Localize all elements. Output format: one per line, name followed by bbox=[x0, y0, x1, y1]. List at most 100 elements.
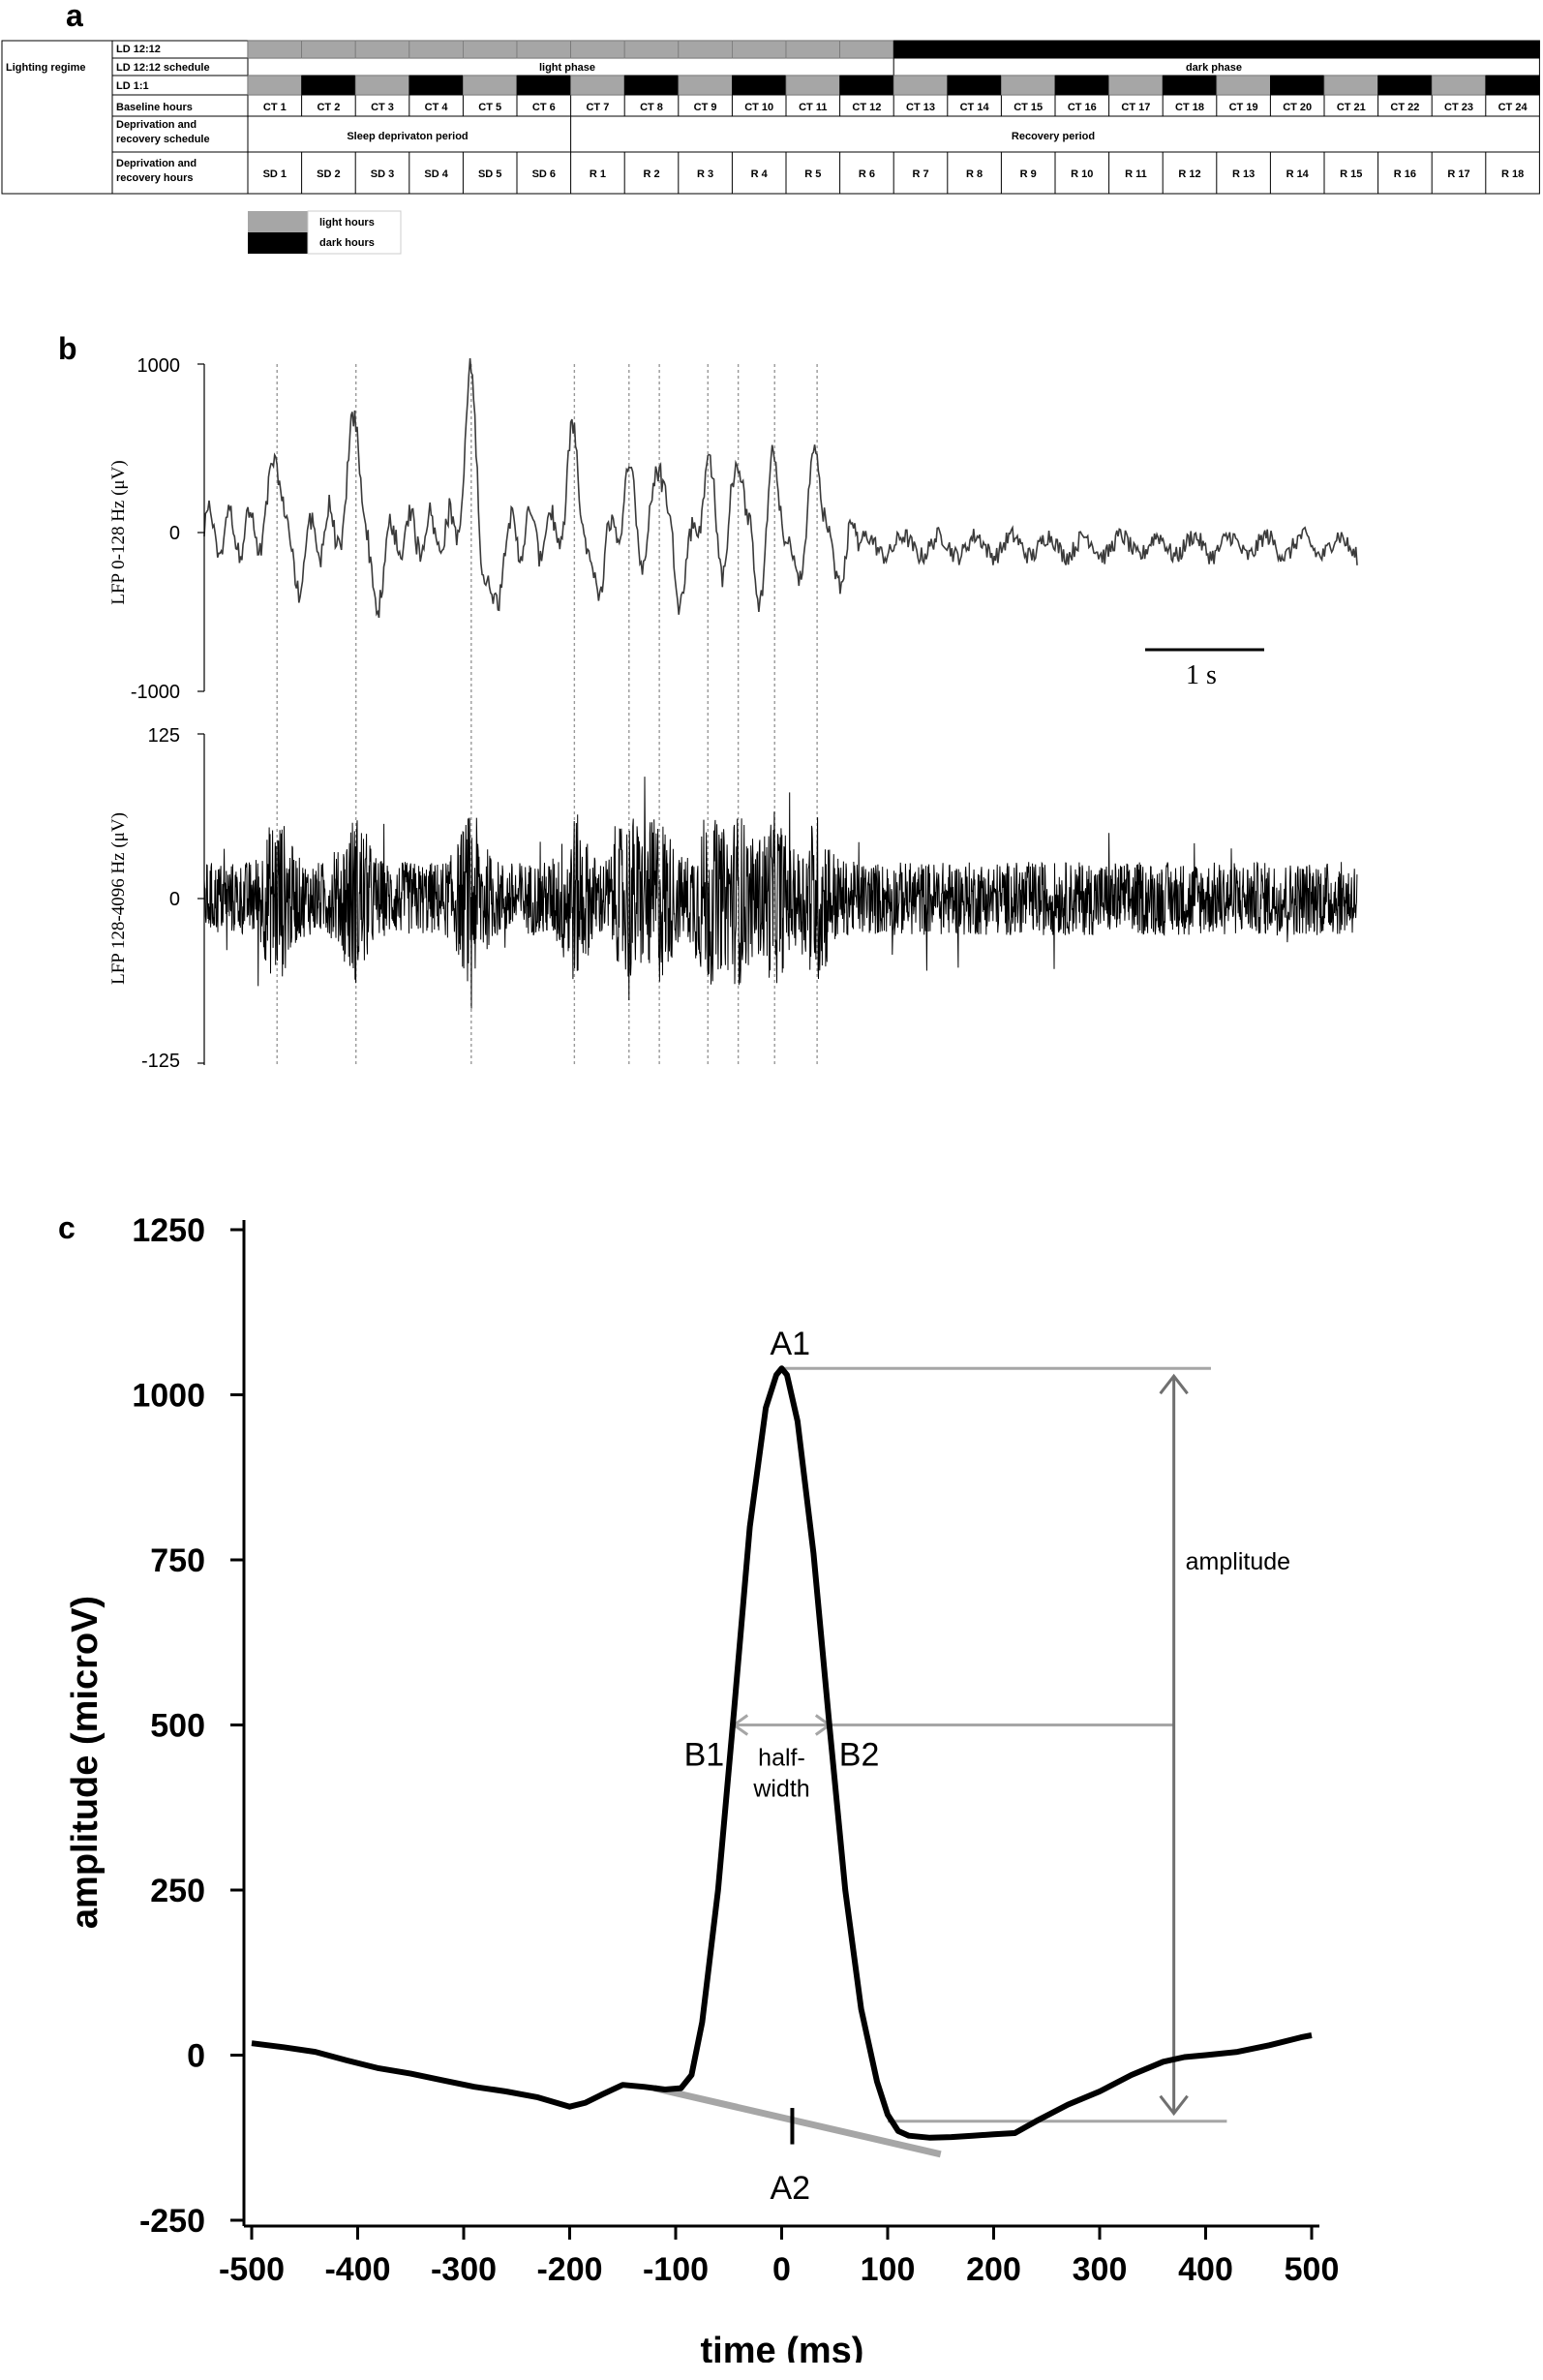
ld11-cell bbox=[1001, 75, 1056, 96]
y-tick-label: 1000 bbox=[132, 1378, 205, 1415]
deprivation-hour-cell: R 2 bbox=[643, 168, 659, 180]
row-label-ld1212: LD 12:12 bbox=[116, 44, 161, 55]
ld1212-cell bbox=[1108, 40, 1164, 59]
amplitude-label: amplitude bbox=[1186, 1548, 1290, 1575]
baseline-hour-cell: CT 17 bbox=[1121, 102, 1150, 113]
ld1212-cell bbox=[732, 40, 787, 59]
ld1212-cell bbox=[1431, 40, 1487, 59]
deprivation-hour-cell: R 6 bbox=[859, 168, 875, 180]
baseline-slope-line bbox=[653, 2085, 942, 2158]
ld11-cell bbox=[462, 75, 518, 96]
x-tick-label: -300 bbox=[431, 2251, 497, 2288]
lfp-low-frequency-trace bbox=[203, 357, 1358, 619]
ld1212-cell bbox=[785, 40, 840, 59]
ld1212-cell bbox=[570, 40, 625, 59]
y-axis-label: amplitude (microV) bbox=[65, 1596, 106, 1929]
ld11-cell bbox=[1108, 75, 1164, 96]
x-tick-label: 300 bbox=[1073, 2251, 1128, 2288]
lfp-traces-figure: 1000 0 -1000 125 0 -125 LFP 0-128 Hz (μV… bbox=[108, 355, 1358, 1072]
ld11-cell bbox=[1054, 75, 1109, 96]
legend-light-label: light hours bbox=[319, 217, 375, 229]
y-tick-label: 1250 bbox=[132, 1212, 205, 1249]
deprivation-hour-cell: R 16 bbox=[1394, 168, 1416, 180]
recovery-period-label: Recovery period bbox=[1012, 131, 1095, 142]
deprivation-hour-cell: R 8 bbox=[966, 168, 983, 180]
ld1212-cell bbox=[462, 40, 518, 59]
deprivation-hour-cell: SD 4 bbox=[424, 168, 448, 180]
ld1212-cell bbox=[354, 40, 410, 59]
baseline-hour-cell: CT 23 bbox=[1444, 102, 1473, 113]
ld11-cell bbox=[1377, 75, 1433, 96]
bottom-y-axis-label: LFP 128-4096 Hz (μV) bbox=[108, 812, 129, 985]
sleep-deprivation-period-label: Sleep deprivaton period bbox=[347, 131, 468, 142]
ld11-cell bbox=[1485, 75, 1540, 96]
y-tick-label: 750 bbox=[150, 1542, 205, 1579]
ld11-cell bbox=[947, 75, 1002, 96]
dark-phase-label: dark phase bbox=[1186, 62, 1242, 74]
deprivation-hour-cell: R 11 bbox=[1125, 168, 1147, 180]
baseline-hour-cell: CT 4 bbox=[425, 102, 449, 113]
baseline-hour-cell: CT 24 bbox=[1498, 102, 1528, 113]
bottom-tick-125: 125 bbox=[148, 725, 180, 747]
deprivation-hour-cell: R 5 bbox=[804, 168, 821, 180]
ld11-cell bbox=[1270, 75, 1325, 96]
ld11-cell bbox=[1431, 75, 1487, 96]
row-label-ld11: LD 1:1 bbox=[116, 80, 149, 92]
ld11-cell bbox=[893, 75, 949, 96]
row-group-label: Lighting regime bbox=[6, 62, 86, 74]
halfwidth-text-line2: width bbox=[752, 1776, 809, 1803]
deprivation-hour-cell: R 9 bbox=[1020, 168, 1037, 180]
lfp-high-frequency-trace bbox=[203, 777, 1358, 1009]
baseline-hour-cell: CT 12 bbox=[852, 102, 881, 113]
baseline-hour-cell: CT 18 bbox=[1175, 102, 1204, 113]
ld11-cell bbox=[301, 75, 356, 96]
deprivation-hour-cell: R 7 bbox=[912, 168, 928, 180]
y-tick-label: 500 bbox=[150, 1708, 205, 1745]
x-axis-label: time (ms) bbox=[701, 2331, 864, 2363]
ld11-cell bbox=[570, 75, 625, 96]
ld1212-cell bbox=[408, 40, 464, 59]
top-y-axis-label: LFP 0-128 Hz (μV) bbox=[108, 460, 129, 604]
baseline-hour-cell: CT 5 bbox=[478, 102, 501, 113]
x-tick-label: 400 bbox=[1178, 2251, 1233, 2288]
deprivation-hour-cell: R 14 bbox=[1286, 168, 1310, 180]
legend-dark-label: dark hours bbox=[319, 237, 375, 249]
baseline-hour-cell: CT 11 bbox=[799, 102, 827, 113]
top-tick-0: 0 bbox=[169, 523, 180, 544]
deprivation-hour-cell: SD 1 bbox=[263, 168, 287, 180]
deprivation-hour-cell: R 13 bbox=[1232, 168, 1255, 180]
ld11-cell bbox=[516, 75, 571, 96]
y-tick-label: 250 bbox=[150, 1873, 205, 1909]
deprivation-hour-cell: R 15 bbox=[1340, 168, 1362, 180]
halfwidth-left-label: B1 bbox=[684, 1737, 725, 1774]
ld1212-cell bbox=[1323, 40, 1378, 59]
halfwidth-text-line1: half- bbox=[758, 1745, 805, 1772]
bottom-tick-0: 0 bbox=[169, 889, 180, 910]
ld1212-cell bbox=[623, 40, 680, 59]
y-tick-label: 0 bbox=[187, 2038, 205, 2075]
top-tick-1000: 1000 bbox=[137, 355, 181, 377]
halfwidth-right-label: B2 bbox=[839, 1737, 880, 1774]
ld11-cell bbox=[408, 75, 464, 96]
deprivation-hour-cell: R 17 bbox=[1447, 168, 1469, 180]
row-label-baseline: Baseline hours bbox=[116, 102, 193, 113]
deprivation-hour-cell: R 3 bbox=[697, 168, 713, 180]
ld1212-cell bbox=[678, 40, 733, 59]
ld1212-cell bbox=[1054, 40, 1109, 59]
ld1212-cell bbox=[839, 40, 894, 59]
baseline-hour-cell: CT 3 bbox=[371, 102, 394, 113]
deprivation-hour-cell: R 18 bbox=[1501, 168, 1524, 180]
baseline-hour-cell: CT 8 bbox=[640, 102, 663, 113]
deprivation-hour-cell: SD 2 bbox=[317, 168, 340, 180]
ld11-cell bbox=[1216, 75, 1271, 96]
ld1212-cell bbox=[1216, 40, 1271, 59]
amplitude-arrowhead-top bbox=[1159, 1373, 1189, 1395]
baseline-hour-cell: CT 1 bbox=[263, 102, 287, 113]
baseline-hour-cell: CT 7 bbox=[586, 102, 609, 113]
panel-a-label: a bbox=[66, 0, 83, 33]
ld1212-cell bbox=[516, 40, 571, 59]
deprivation-hour-cell: SD 3 bbox=[371, 168, 394, 180]
ld1212-cell bbox=[301, 40, 356, 59]
baseline-hour-cell: CT 20 bbox=[1283, 102, 1312, 113]
baseline-hour-cell: CT 16 bbox=[1068, 102, 1097, 113]
